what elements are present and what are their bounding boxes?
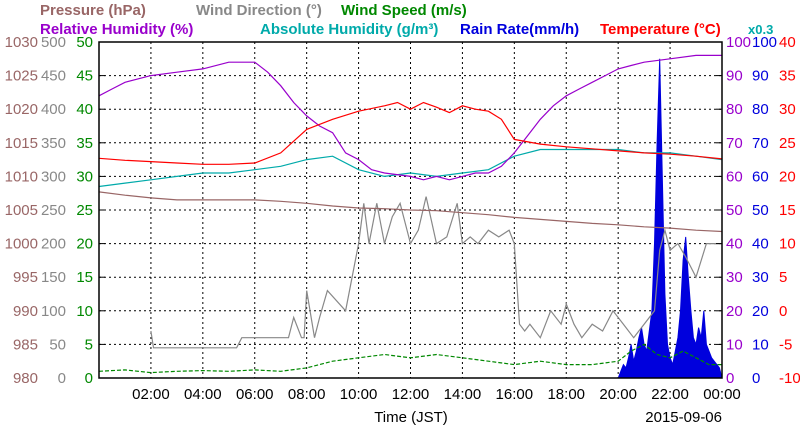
legend-item: Wind Speed (m/s) (341, 2, 467, 19)
axis-relative-humidity-tick: 80 (726, 101, 743, 118)
x-tick-label: 14:00 (444, 386, 482, 403)
axis-wind-speed-tick: 30 (76, 168, 93, 185)
axis-wind-speed-tick: 10 (76, 303, 93, 320)
axis-pressure-tick: 985 (13, 336, 38, 353)
axis-rain-rate-tick: 70 (752, 135, 769, 152)
series-area-rain-rate-mm-h (617, 58, 723, 379)
axis-temperature-tick: 15 (779, 202, 796, 219)
axis-rain-rate-tick: 60 (752, 168, 769, 185)
axis-relative-humidity-tick: 90 (726, 68, 743, 85)
axis-rain-rate-tick: 80 (752, 101, 769, 118)
axis-temperature-tick: 5 (779, 269, 787, 286)
axis-relative-humidity-tick: 10 (726, 336, 743, 353)
axis-temperature-tick: 30 (779, 101, 796, 118)
date-label: 2015-09-06 (645, 409, 722, 426)
axis-temperature-tick: 10 (779, 236, 796, 253)
x-tick-label: 22:00 (651, 386, 689, 403)
legend-item: Rain Rate(mm/h) (460, 21, 579, 38)
axis-wind-speed-tick: 0 (85, 370, 93, 387)
legend-item: Relative Humidity (%) (40, 21, 193, 38)
axis-pressure-tick: 980 (13, 370, 38, 387)
axis-temperature-tick: 20 (779, 168, 796, 185)
axis-wind-speed-tick: 25 (76, 202, 93, 219)
axis-temperature-tick: 35 (779, 68, 796, 85)
series-line-wind-direction (150, 196, 722, 349)
x-tick-label: 00:00 (703, 386, 741, 403)
series-line-temperature-c (98, 101, 723, 165)
axis-rain-rate-tick: 50 (752, 202, 769, 219)
axis-pressure-tick: 995 (13, 269, 38, 286)
x-tick-label: 20:00 (599, 386, 637, 403)
axis-relative-humidity-tick: 30 (726, 269, 743, 286)
axis-pressure-tick: 1030 (5, 34, 38, 51)
axis-rain-rate-tick: 20 (752, 303, 769, 320)
axis-temperature-tick: 40 (779, 34, 796, 51)
axis-wind-direction-tick: 0 (58, 370, 66, 387)
axis-temperature-tick: 0 (779, 303, 787, 320)
axis-wind-speed-tick: 50 (76, 34, 93, 51)
series-line-wind-speed-m-s (98, 343, 722, 374)
axis-relative-humidity-tick: 70 (726, 135, 743, 152)
legend-item: Wind Direction (°) (196, 2, 322, 19)
x-tick-label: 18:00 (547, 386, 585, 403)
x-tick-label: 02:00 (132, 386, 170, 403)
x-tick-label: 06:00 (236, 386, 274, 403)
legend-item: Absolute Humidity (g/m³) (260, 21, 438, 38)
legend-item: x0.3 (748, 22, 773, 37)
axis-pressure-tick: 1000 (5, 236, 38, 253)
axis-wind-direction-tick: 350 (41, 135, 66, 152)
axis-temperature-tick: -10 (779, 370, 800, 387)
x-tick-label: 04:00 (184, 386, 222, 403)
axis-wind-speed-tick: 20 (76, 236, 93, 253)
axis-wind-direction-tick: 50 (49, 336, 66, 353)
axis-rain-rate-tick: 90 (752, 68, 769, 85)
series-line-absolute-humidity-g-m (98, 148, 723, 188)
axis-rain-rate-tick: 10 (752, 336, 769, 353)
axis-wind-direction-tick: 200 (41, 236, 66, 253)
series-line-pressure-hpa (98, 191, 723, 233)
x-tick-label: 16:00 (496, 386, 534, 403)
axis-rain-rate-tick: 100 (752, 34, 777, 51)
axis-rain-rate-tick: 0 (752, 370, 760, 387)
axis-relative-humidity-tick: 60 (726, 168, 743, 185)
axis-relative-humidity-tick: 100 (726, 34, 751, 51)
axis-wind-direction-tick: 100 (41, 303, 66, 320)
axis-pressure-tick: 1015 (5, 135, 38, 152)
axis-wind-direction-tick: 250 (41, 202, 66, 219)
axis-wind-speed-tick: 5 (85, 336, 93, 353)
axis-pressure-tick: 1020 (5, 101, 38, 118)
axis-wind-direction-tick: 500 (41, 34, 66, 51)
axis-pressure-tick: 1025 (5, 68, 38, 85)
axis-relative-humidity-tick: 40 (726, 236, 743, 253)
axis-relative-humidity-tick: 50 (726, 202, 743, 219)
axis-wind-direction-tick: 300 (41, 168, 66, 185)
legend-item: Temperature (°C) (600, 21, 721, 38)
axis-relative-humidity-tick: 20 (726, 303, 743, 320)
axis-wind-direction-tick: 400 (41, 101, 66, 118)
series-line-relative-humidity (98, 54, 722, 181)
axis-wind-speed-tick: 15 (76, 269, 93, 286)
x-tick-label: 08:00 (288, 386, 326, 403)
axis-pressure-tick: 1005 (5, 202, 38, 219)
x-axis-label: Time (JST) (374, 409, 448, 426)
axis-pressure-tick: 1010 (5, 168, 38, 185)
x-tick-label: 10:00 (340, 386, 378, 403)
legend-item: Pressure (hPa) (40, 2, 146, 19)
axis-wind-direction-tick: 150 (41, 269, 66, 286)
axis-pressure-tick: 990 (13, 303, 38, 320)
axis-temperature-tick: -5 (779, 336, 792, 353)
axis-wind-speed-tick: 45 (76, 68, 93, 85)
axis-rain-rate-tick: 40 (752, 236, 769, 253)
axis-rain-rate-tick: 30 (752, 269, 769, 286)
axis-wind-direction-tick: 450 (41, 68, 66, 85)
x-tick-label: 12:00 (392, 386, 430, 403)
axis-temperature-tick: 25 (779, 135, 796, 152)
axis-wind-speed-tick: 40 (76, 101, 93, 118)
axis-relative-humidity-tick: 0 (726, 370, 734, 387)
axis-wind-speed-tick: 35 (76, 135, 93, 152)
